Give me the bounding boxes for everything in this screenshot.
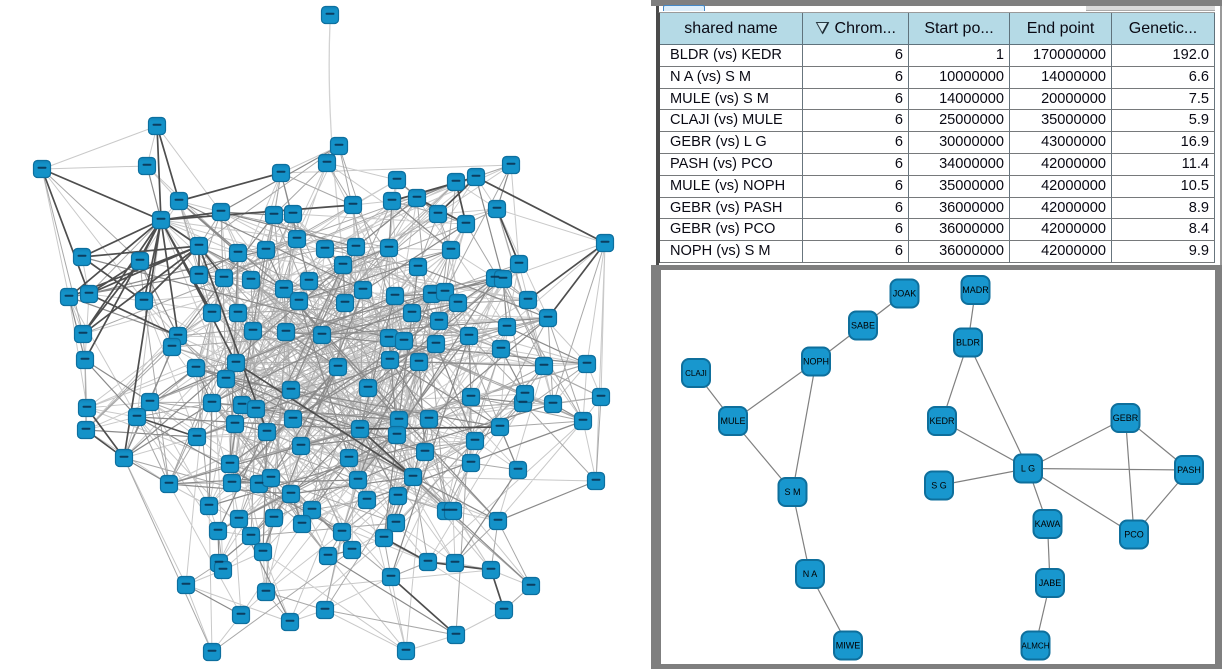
svg-text:SABE: SABE: [851, 321, 875, 331]
svg-text:MADR: MADR: [962, 285, 989, 295]
svg-text:JOAK: JOAK: [893, 289, 917, 299]
svg-text:S G: S G: [931, 481, 947, 491]
svg-text:N A: N A: [803, 569, 818, 579]
svg-text:CLAJI: CLAJI: [685, 369, 707, 378]
svg-text:GEBR: GEBR: [1113, 413, 1139, 423]
svg-text:MULE: MULE: [720, 416, 745, 426]
svg-text:KEDR: KEDR: [929, 416, 955, 426]
svg-text:JABE: JABE: [1039, 578, 1062, 588]
svg-text:NOPH: NOPH: [803, 357, 829, 367]
svg-text:ALMCH: ALMCH: [1021, 642, 1049, 651]
svg-text:S M: S M: [784, 487, 800, 497]
svg-text:PASH: PASH: [1177, 465, 1201, 475]
svg-text:BLDR: BLDR: [956, 338, 981, 348]
svg-text:KAWA: KAWA: [1035, 519, 1061, 529]
svg-text:MIWE: MIWE: [836, 641, 861, 651]
svg-text:PCO: PCO: [1124, 530, 1144, 540]
svg-text:L G: L G: [1021, 464, 1035, 474]
